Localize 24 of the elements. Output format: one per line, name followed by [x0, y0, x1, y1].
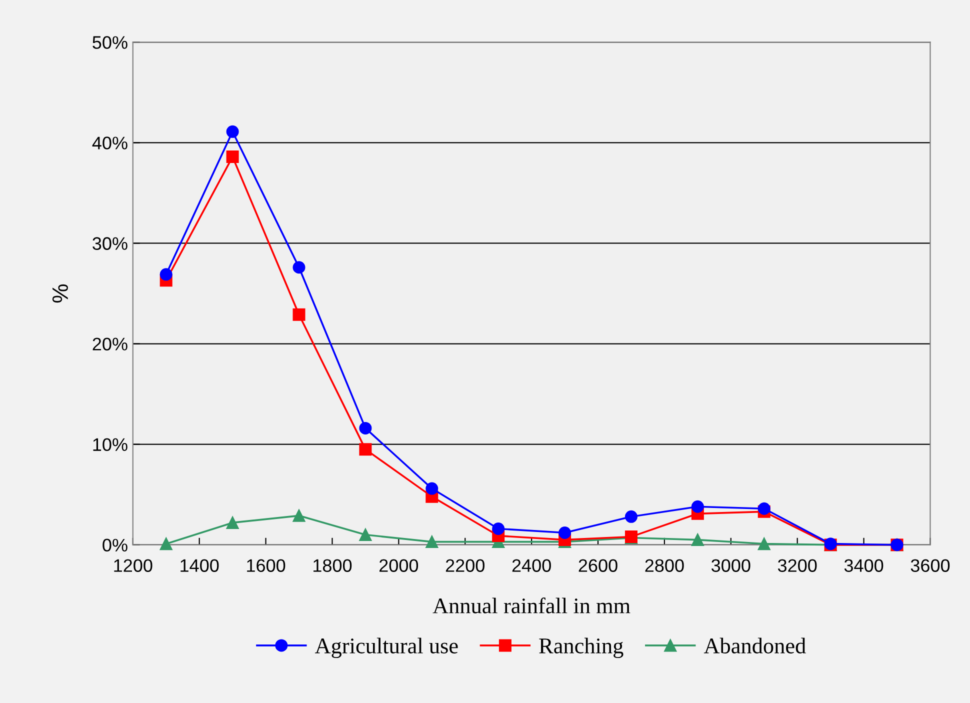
y-tick-label: 10% [93, 438, 128, 452]
x-tick-label: 2600 [578, 559, 618, 572]
x-tick-label: 1200 [114, 559, 152, 572]
x-tick-label: 3600 [910, 559, 950, 572]
x-axis-title: Annual rainfall in mm [432, 598, 630, 614]
x-tick-label: 3400 [844, 559, 884, 572]
x-tick-label: 3000 [712, 559, 750, 572]
x-tick-label: 2000 [379, 559, 418, 572]
x-tick-label: 1400 [180, 559, 219, 572]
y-tick-label: 30% [92, 237, 128, 250]
y-tick-label: 50% [92, 36, 128, 49]
x-tick-label: 2800 [645, 559, 684, 572]
y-tick-label: 0% [102, 538, 128, 552]
x-tick-label: 2400 [512, 559, 551, 572]
x-tick-label: 2200 [446, 559, 484, 572]
y-tick-label: 40% [92, 136, 128, 150]
y-axis-title: % [52, 284, 68, 303]
y-tick-label: 20% [92, 338, 128, 350]
legend-label: Agricultural use [314, 638, 458, 658]
legend-label: Ranching [539, 638, 624, 658]
x-tick-label: 1600 [247, 559, 286, 572]
legend-label: Abandoned [704, 638, 806, 654]
x-tick-label: 1800 [314, 559, 352, 572]
x-tick-label: 3200 [778, 559, 817, 572]
